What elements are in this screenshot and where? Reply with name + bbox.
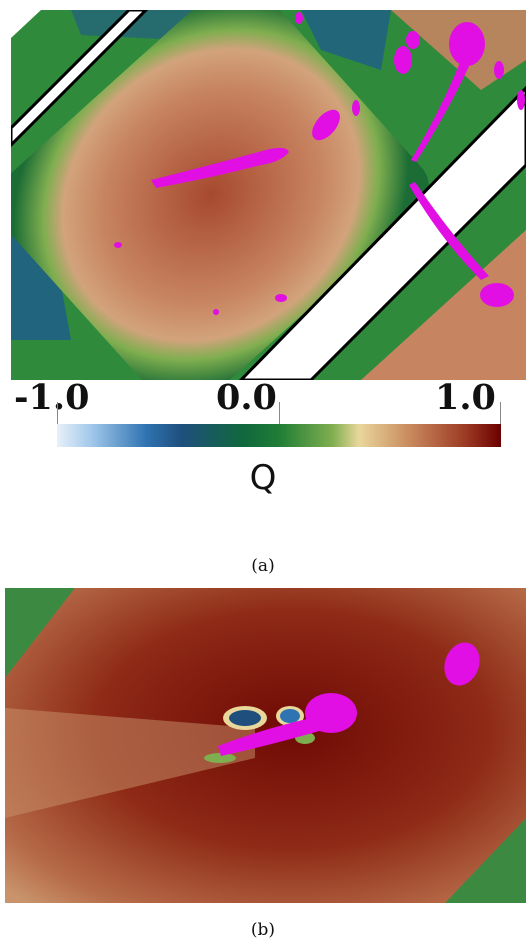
panel-a-visualization bbox=[11, 10, 526, 380]
colorbar-tick-mark bbox=[279, 402, 280, 424]
colorbar-tick-min: -1.0 bbox=[14, 378, 89, 418]
panel-a-render bbox=[11, 10, 526, 380]
colorbar bbox=[57, 424, 501, 447]
panel-b-visualization bbox=[5, 588, 526, 903]
caption-b: (b) bbox=[0, 920, 526, 940]
caption-a: (a) bbox=[0, 556, 526, 576]
colorbar-tick-mark bbox=[500, 402, 501, 424]
panel-b-render bbox=[5, 588, 526, 903]
colorbar-tick-max: 1.0 bbox=[435, 378, 496, 418]
colorbar-tick-mark bbox=[57, 402, 58, 424]
colorbar-tick-mid: 0.0 bbox=[216, 378, 277, 418]
colorbar-title: Q bbox=[0, 458, 526, 498]
